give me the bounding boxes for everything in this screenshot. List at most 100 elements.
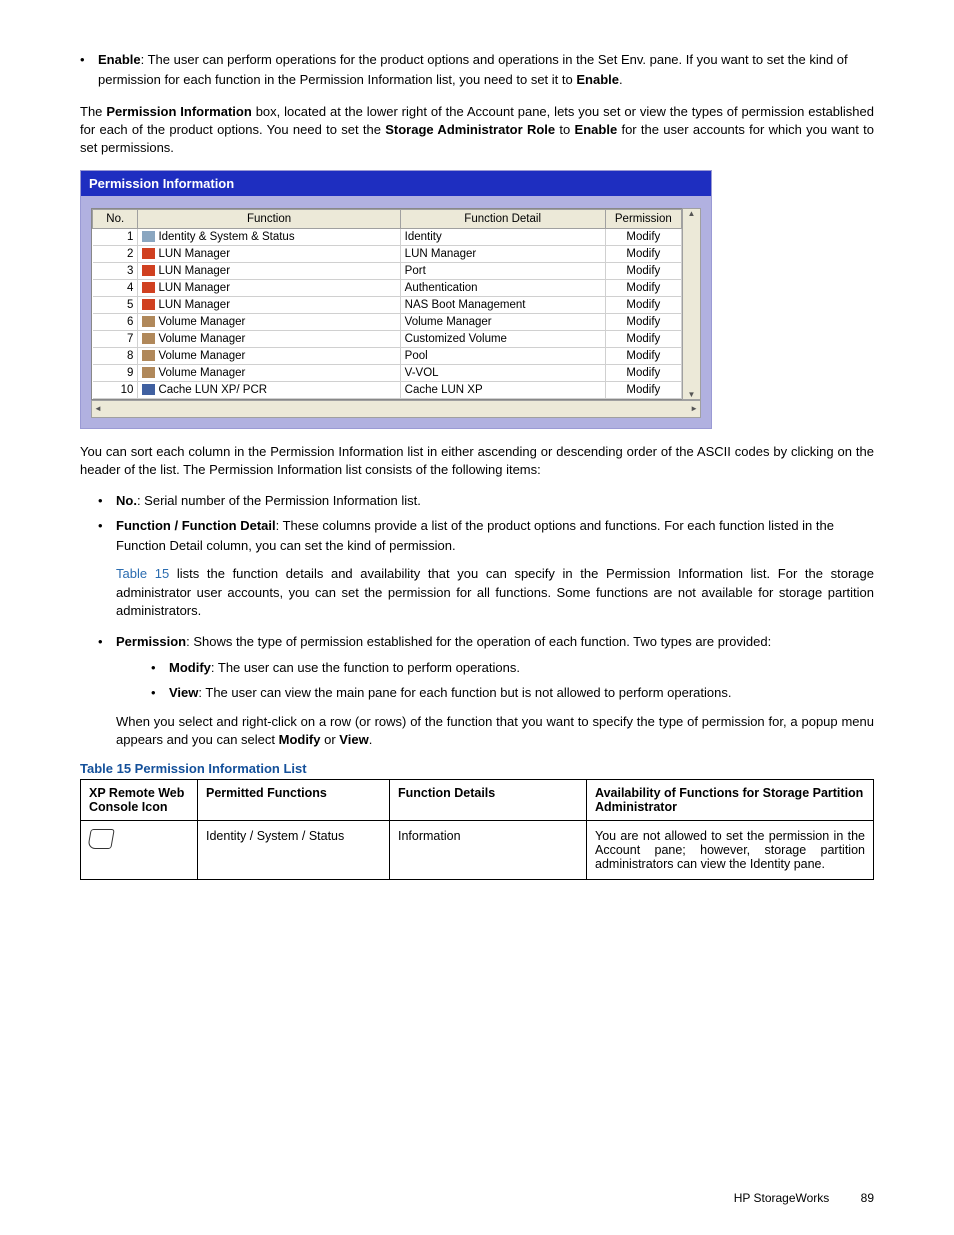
cell-permission: Modify xyxy=(605,313,681,330)
scroll-left-icon[interactable]: ◄ xyxy=(94,404,102,413)
t15-c2: Information xyxy=(390,820,587,879)
cell-no: 1 xyxy=(93,228,138,245)
item-function: Function / Function Detail: These column… xyxy=(98,516,874,620)
p2e: to xyxy=(555,122,574,137)
enable-text: : The user can perform operations for th… xyxy=(98,52,848,87)
cell-permission: Modify xyxy=(605,279,681,296)
cell-function: Volume Manager xyxy=(138,330,400,347)
panel-title: Permission Information xyxy=(81,171,711,196)
table-row[interactable]: 8Volume ManagerPoolModify xyxy=(93,347,682,364)
scroll-down-icon[interactable]: ▼ xyxy=(683,390,700,399)
item-fn-label: Function / Function Detail xyxy=(116,518,276,533)
enable-word: Enable xyxy=(576,72,619,87)
function-icon xyxy=(142,333,155,344)
cell-detail: NAS Boot Management xyxy=(400,296,605,313)
item-perm-text: : Shows the type of permission establish… xyxy=(186,634,771,649)
cell-no: 8 xyxy=(93,347,138,364)
cell-no: 6 xyxy=(93,313,138,330)
footer-brand: HP StorageWorks xyxy=(734,1191,830,1205)
cell-function: Identity & System & Status xyxy=(138,228,400,245)
footer-page: 89 xyxy=(861,1191,874,1205)
cell-permission: Modify xyxy=(605,245,681,262)
table-15-caption: Table 15 Permission Information List xyxy=(80,761,874,776)
closing-v: View xyxy=(339,732,368,747)
t15-h2: Function Details xyxy=(390,779,587,820)
horizontal-scrollbar[interactable]: ◄ ► xyxy=(91,400,701,418)
cell-permission: Modify xyxy=(605,262,681,279)
item-no-text: : Serial number of the Permission Inform… xyxy=(137,493,421,508)
function-icon xyxy=(142,282,155,293)
cell-no: 9 xyxy=(93,364,138,381)
t15-rest: lists the function details and availabil… xyxy=(116,566,874,617)
cell-no: 2 xyxy=(93,245,138,262)
item-no-label: No. xyxy=(116,493,137,508)
table-row[interactable]: 3LUN ManagerPortModify xyxy=(93,262,682,279)
cell-permission: Modify xyxy=(605,296,681,313)
page-footer: HP StorageWorks 89 xyxy=(734,1191,874,1205)
document-icon xyxy=(87,829,115,849)
table-row[interactable]: 7Volume ManagerCustomized VolumeModify xyxy=(93,330,682,347)
scroll-right-icon[interactable]: ► xyxy=(690,404,698,413)
table-row[interactable]: 2LUN ManagerLUN ManagerModify xyxy=(93,245,682,262)
cell-function: Cache LUN XP/ PCR xyxy=(138,381,400,398)
cell-no: 10 xyxy=(93,381,138,398)
p2a: The xyxy=(80,104,106,119)
cell-detail: Port xyxy=(400,262,605,279)
table-15-link[interactable]: Table 15 xyxy=(116,566,169,581)
closing-end: . xyxy=(369,732,373,747)
cell-function: LUN Manager xyxy=(138,245,400,262)
function-icon xyxy=(142,265,155,276)
cell-no: 7 xyxy=(93,330,138,347)
table-row[interactable]: 5LUN ManagerNAS Boot ManagementModify xyxy=(93,296,682,313)
closing-a: When you select and right-click on a row… xyxy=(116,714,874,747)
table-row: Identity / System / Status Information Y… xyxy=(81,820,874,879)
col-function[interactable]: Function xyxy=(138,209,400,228)
cell-no: 4 xyxy=(93,279,138,296)
table-15: XP Remote Web Console Icon Permitted Fun… xyxy=(80,779,874,880)
item-perm-label: Permission xyxy=(116,634,186,649)
permission-info-panel: Permission Information No. Function Func… xyxy=(80,170,712,429)
col-detail[interactable]: Function Detail xyxy=(400,209,605,228)
cell-function: Volume Manager xyxy=(138,364,400,381)
cell-detail: Customized Volume xyxy=(400,330,605,347)
cell-function: Volume Manager xyxy=(138,347,400,364)
cell-permission: Modify xyxy=(605,364,681,381)
modify-text: : The user can use the function to perfo… xyxy=(211,660,520,675)
cell-function: Volume Manager xyxy=(138,313,400,330)
cell-detail: Cache LUN XP xyxy=(400,381,605,398)
function-icon xyxy=(142,384,155,395)
t15-h1: Permitted Functions xyxy=(198,779,390,820)
p2b: Permission Information xyxy=(106,104,251,119)
function-icon xyxy=(142,350,155,361)
sub-view: View: The user can view the main pane fo… xyxy=(151,683,874,703)
enable-label: Enable xyxy=(98,52,141,67)
cell-function: LUN Manager xyxy=(138,279,400,296)
table-row[interactable]: 4LUN ManagerAuthenticationModify xyxy=(93,279,682,296)
item-no: No.: Serial number of the Permission Inf… xyxy=(98,491,874,511)
sort-paragraph: You can sort each column in the Permissi… xyxy=(80,443,874,479)
table-row[interactable]: 1Identity & System & StatusIdentityModif… xyxy=(93,228,682,245)
cell-detail: LUN Manager xyxy=(400,245,605,262)
sub-modify: Modify: The user can use the function to… xyxy=(151,658,874,678)
closing-or: or xyxy=(321,732,340,747)
t15-icon-cell xyxy=(81,820,198,879)
enable-bullet: Enable: The user can perform operations … xyxy=(80,50,874,89)
view-text: : The user can view the main pane for ea… xyxy=(198,685,731,700)
permission-info-paragraph: The Permission Information box, located … xyxy=(80,103,874,158)
cell-no: 5 xyxy=(93,296,138,313)
cell-no: 3 xyxy=(93,262,138,279)
function-icon xyxy=(142,299,155,310)
cell-permission: Modify xyxy=(605,228,681,245)
function-icon xyxy=(142,231,155,242)
col-permission[interactable]: Permission xyxy=(605,209,681,228)
table-row[interactable]: 9Volume ManagerV-VOLModify xyxy=(93,364,682,381)
table-row[interactable]: 10Cache LUN XP/ PCRCache LUN XPModify xyxy=(93,381,682,398)
cell-detail: V-VOL xyxy=(400,364,605,381)
closing-m: Modify xyxy=(279,732,321,747)
table-row[interactable]: 6Volume ManagerVolume ManagerModify xyxy=(93,313,682,330)
col-no[interactable]: No. xyxy=(93,209,138,228)
scroll-up-icon[interactable]: ▲ xyxy=(683,209,700,218)
item-permission: Permission: Shows the type of permission… xyxy=(98,632,874,749)
cell-permission: Modify xyxy=(605,347,681,364)
vertical-scrollbar[interactable]: ▲ ▼ xyxy=(682,208,701,400)
